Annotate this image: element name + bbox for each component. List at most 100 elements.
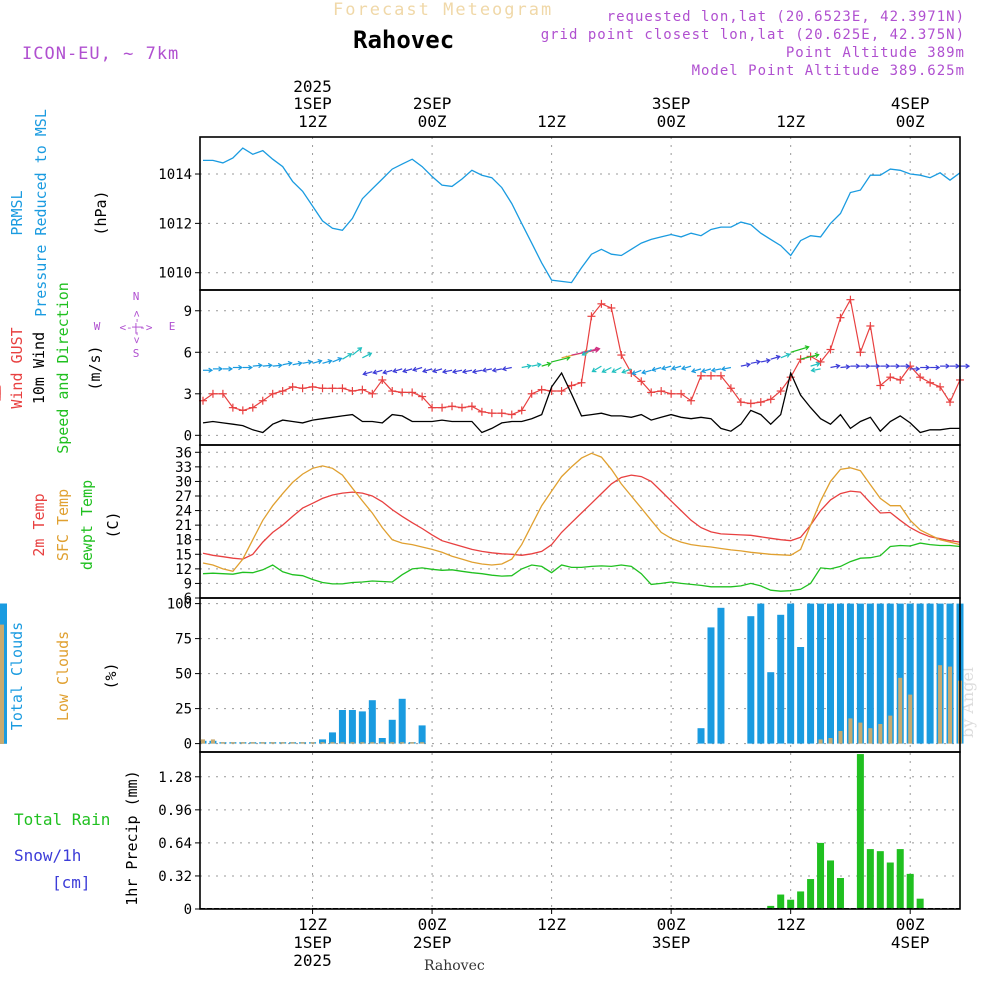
wind-arrow-head — [357, 347, 363, 352]
wind-arrow-shaft — [393, 368, 403, 373]
bottom-station-name: Rahovec — [424, 958, 485, 974]
wind-arrow-head — [785, 352, 791, 358]
wind-direction-arrow — [202, 367, 214, 373]
low-clouds-bar — [858, 722, 863, 744]
bottom-time-label: 2SEP — [413, 933, 452, 952]
wind-arrow-shaft — [362, 352, 372, 359]
wind-direction-arrow — [651, 366, 662, 372]
wind-gust-marker — [826, 345, 835, 354]
y-tick-label: 100 — [167, 597, 192, 613]
panel-frames — [195, 136, 961, 914]
wind-direction-arrow — [790, 345, 810, 353]
wind-gust-marker — [487, 409, 496, 418]
meteogram-title: Forecast Meteogram — [333, 0, 554, 20]
wind-gust-marker — [657, 387, 666, 396]
low-clouds-bar — [240, 742, 245, 744]
wind-direction-arrow — [372, 369, 383, 375]
wind-unit-label: (m/s) — [86, 345, 104, 390]
low-clouds-bar — [908, 694, 913, 744]
total-clouds-bar — [906, 603, 914, 744]
total-clouds-bar — [338, 710, 346, 744]
wind-arrow-shaft — [770, 355, 780, 360]
bottom-time-label: 00Z — [657, 915, 686, 934]
top-time-label: 12Z — [537, 112, 566, 131]
wind-arrow-shaft — [830, 365, 840, 369]
total-clouds-bar — [707, 627, 715, 744]
compass-vertical-arrows: <-|-> — [130, 310, 143, 343]
low-clouds-label: Low Clouds — [54, 631, 72, 721]
wind-direction-arrow — [930, 364, 941, 371]
y-tick-label: 36 — [175, 445, 192, 461]
y-tick-label: 1010 — [158, 266, 192, 282]
wind-direction-arrow — [631, 369, 642, 376]
wind-arrow-head — [267, 362, 273, 369]
wind-gust-marker — [378, 375, 387, 384]
wind-arrow-shaft — [373, 369, 383, 374]
wind-arrow-shaft — [691, 368, 702, 373]
wind-direction-arrow — [621, 368, 632, 374]
wind-arrow-shaft — [760, 359, 770, 363]
grid-point-coordinates: grid point closest lon,lat (20.625E, 42.… — [540, 27, 965, 43]
wind-arrow-head — [481, 367, 487, 373]
wind-10m-line — [202, 370, 960, 434]
total-clouds-bar — [358, 711, 366, 744]
wind-direction-arrow — [451, 368, 463, 375]
wind-direction-arrow — [272, 362, 283, 369]
wind-direction-arrow — [501, 366, 512, 372]
wind-arrow-head — [945, 363, 951, 369]
wind-gust-marker — [587, 312, 596, 321]
low-clouds-bar — [400, 742, 405, 744]
requested-coordinates: requested lon,lat (20.6523E, 42.3971N) — [606, 9, 965, 25]
precip-bar — [807, 879, 815, 909]
pressure-label: PRMSL — [8, 190, 26, 235]
precip-bar — [906, 873, 914, 909]
low-clouds-bar — [230, 742, 235, 744]
wind-arrow-head — [804, 345, 810, 351]
top-time-label: 3SEP — [652, 94, 691, 113]
low-clouds-bar — [848, 718, 853, 744]
low-clouds-bar — [838, 731, 843, 744]
top-time-label: 2SEP — [413, 94, 452, 113]
wind-gust-marker — [936, 382, 945, 391]
wind-gust-marker — [876, 381, 885, 390]
y-tick-label: 0 — [184, 737, 192, 753]
y-tick-label: 27 — [175, 489, 192, 505]
wind-gust-marker — [348, 387, 357, 396]
wind-gust-marker — [667, 389, 676, 398]
wind-gust-marker — [368, 389, 377, 398]
wind-arrow-head — [755, 359, 761, 365]
wind-gust-marker — [318, 384, 327, 393]
low-clouds-bar — [330, 742, 335, 744]
low-clouds-bar — [898, 677, 903, 744]
wind-gust-marker — [926, 378, 935, 387]
low-clouds-bar — [878, 724, 883, 744]
wind-direction-arrow — [422, 368, 433, 374]
wind-direction-arrow — [960, 363, 971, 369]
low-clouds-bar — [828, 738, 833, 744]
wind-arrow-shaft — [810, 362, 820, 367]
wind-gust-marker — [886, 373, 895, 382]
wind-gust-marker — [258, 396, 267, 405]
wind-gust-marker — [288, 382, 297, 391]
total-clouds-bar — [747, 616, 755, 744]
y-tick-label: 15 — [175, 547, 192, 563]
total-clouds-bar — [319, 739, 327, 744]
total-clouds-bar — [876, 603, 884, 744]
wind-arrow-shaft — [422, 368, 433, 373]
total-clouds-bar — [856, 603, 864, 744]
wind-direction-arrow — [940, 363, 951, 369]
wind-gust-marker — [647, 388, 656, 397]
bottom-time-label: 2025 — [293, 951, 332, 970]
wind-gust-marker — [677, 389, 686, 398]
total-clouds-bar — [697, 728, 705, 744]
low-clouds-bar — [0, 633, 4, 744]
wind-arrow-head — [814, 352, 820, 359]
bottom-time-label: 1SEP — [293, 933, 332, 952]
precip-bar — [866, 849, 874, 909]
wind-arrow-shaft — [541, 362, 551, 367]
wind-arrow-head — [277, 362, 283, 369]
wind-gust-marker — [338, 384, 347, 393]
wind-arrow-shaft — [282, 362, 292, 366]
bottom-time-label: 3SEP — [652, 933, 691, 952]
wind-direction-arrow — [541, 361, 552, 367]
